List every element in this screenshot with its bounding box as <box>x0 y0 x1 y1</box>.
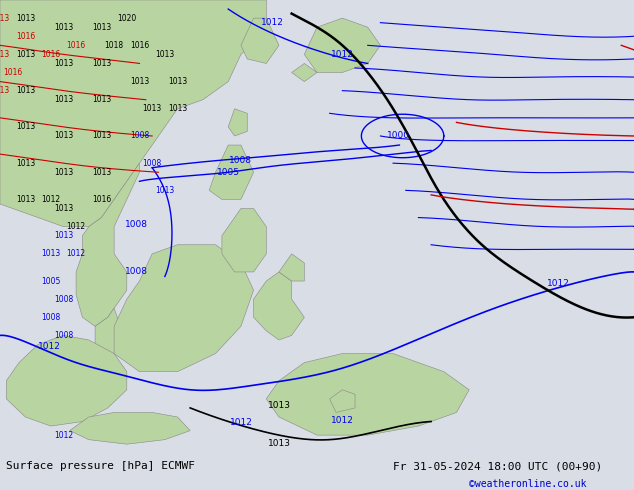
Text: 1012: 1012 <box>547 279 569 288</box>
Text: 1013: 1013 <box>92 95 111 104</box>
Text: 1008: 1008 <box>41 313 60 322</box>
Text: 1012: 1012 <box>261 18 284 27</box>
Text: 1008: 1008 <box>230 156 252 166</box>
Polygon shape <box>330 390 355 413</box>
Text: 1013: 1013 <box>155 186 174 195</box>
Text: 1013: 1013 <box>92 59 111 68</box>
Text: Surface pressure [hPa] ECMWF: Surface pressure [hPa] ECMWF <box>6 461 195 471</box>
Text: 1013: 1013 <box>143 104 162 113</box>
Text: 1013: 1013 <box>16 195 35 204</box>
Text: 1008: 1008 <box>125 220 148 229</box>
Polygon shape <box>266 354 469 435</box>
Text: 1013: 1013 <box>16 159 35 168</box>
Text: 1012: 1012 <box>41 195 60 204</box>
Text: 1012: 1012 <box>67 222 86 231</box>
Polygon shape <box>114 245 254 371</box>
Text: 1016: 1016 <box>16 32 35 41</box>
Text: 1013: 1013 <box>16 14 35 23</box>
Text: 1013: 1013 <box>54 23 73 32</box>
Text: 1012: 1012 <box>331 416 354 425</box>
Text: 1012: 1012 <box>331 50 354 59</box>
Polygon shape <box>254 272 304 340</box>
Text: 1013: 1013 <box>16 122 35 131</box>
Text: 1005: 1005 <box>217 168 240 177</box>
Text: 1008: 1008 <box>54 331 73 340</box>
Text: 1016: 1016 <box>41 50 60 59</box>
Text: 1013: 1013 <box>54 231 73 240</box>
Text: 1008: 1008 <box>125 268 148 276</box>
Polygon shape <box>241 18 279 64</box>
Text: 1012: 1012 <box>67 249 86 258</box>
Text: 1013: 1013 <box>16 86 35 95</box>
Text: 1016: 1016 <box>130 41 149 50</box>
Text: 1013: 1013 <box>268 439 290 448</box>
Text: 1008: 1008 <box>130 131 149 141</box>
Text: 1013: 1013 <box>16 50 35 59</box>
Text: 1008: 1008 <box>54 294 73 304</box>
Text: 1016: 1016 <box>92 195 111 204</box>
Text: 1013: 1013 <box>168 104 187 113</box>
Text: 1020: 1020 <box>117 14 136 23</box>
Text: 1013: 1013 <box>0 86 10 95</box>
Text: 1013: 1013 <box>54 95 73 104</box>
Polygon shape <box>209 145 254 199</box>
Text: 1008: 1008 <box>143 159 162 168</box>
Polygon shape <box>0 0 266 226</box>
Text: 1013: 1013 <box>54 204 73 213</box>
Text: 1016: 1016 <box>3 68 22 77</box>
Polygon shape <box>228 109 247 136</box>
Text: 1013: 1013 <box>0 50 10 59</box>
Text: ©weatheronline.co.uk: ©weatheronline.co.uk <box>469 480 586 490</box>
Polygon shape <box>222 209 266 272</box>
Text: 1013: 1013 <box>92 168 111 177</box>
Text: 1013: 1013 <box>155 50 174 59</box>
Polygon shape <box>279 254 304 281</box>
Polygon shape <box>292 64 317 82</box>
Polygon shape <box>6 335 127 426</box>
Text: 1005: 1005 <box>41 276 60 286</box>
Text: 1012: 1012 <box>54 431 73 440</box>
Text: 1013: 1013 <box>268 401 290 410</box>
Text: 1012: 1012 <box>230 418 252 427</box>
Text: 1013: 1013 <box>54 131 73 141</box>
Text: 1013: 1013 <box>41 249 60 258</box>
Polygon shape <box>76 163 139 326</box>
Text: 1013: 1013 <box>54 168 73 177</box>
Polygon shape <box>70 413 190 444</box>
Text: 1013: 1013 <box>54 59 73 68</box>
Text: 1013: 1013 <box>92 131 111 141</box>
Polygon shape <box>304 18 380 73</box>
Text: 1012: 1012 <box>38 342 61 351</box>
Text: 1013: 1013 <box>130 77 149 86</box>
Text: 1018: 1018 <box>105 41 124 50</box>
Polygon shape <box>89 308 120 390</box>
Text: 1013: 1013 <box>0 14 10 23</box>
Text: Fr 31-05-2024 18:00 UTC (00+90): Fr 31-05-2024 18:00 UTC (00+90) <box>393 461 602 471</box>
Text: 1013: 1013 <box>168 77 187 86</box>
Text: 1016: 1016 <box>67 41 86 50</box>
Text: 1013: 1013 <box>92 23 111 32</box>
Text: 1000: 1000 <box>387 131 410 141</box>
